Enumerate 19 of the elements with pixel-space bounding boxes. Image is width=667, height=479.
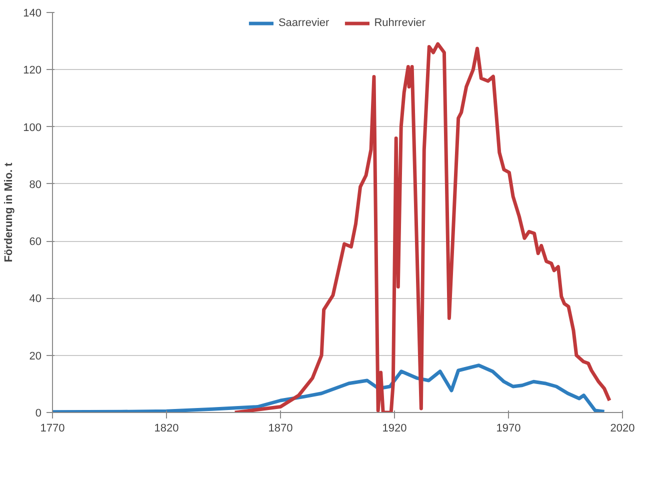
y-tick-label: 80 bbox=[29, 178, 42, 191]
x-tick-label: 1770 bbox=[40, 422, 65, 434]
legend-label: Saarrevier bbox=[278, 17, 330, 29]
y-axis-title: Förderung in Mio. t bbox=[3, 162, 16, 262]
y-tick-label: 120 bbox=[23, 64, 42, 77]
y-tick-label: 20 bbox=[29, 350, 42, 362]
y-tick-label: 40 bbox=[29, 293, 42, 306]
x-tick-label: 1870 bbox=[268, 422, 293, 434]
x-tick-label: 1820 bbox=[154, 422, 179, 434]
y-tick-label: 0 bbox=[35, 408, 42, 420]
y-tick-label: 60 bbox=[29, 236, 42, 248]
legend-label: Ruhrrevier bbox=[374, 17, 426, 29]
y-tick-label: 140 bbox=[23, 8, 42, 20]
y-tick-label: 100 bbox=[23, 122, 42, 134]
x-tick-label: 2020 bbox=[610, 422, 635, 434]
x-tick-label: 1970 bbox=[496, 422, 521, 434]
line-series bbox=[233, 42, 612, 412]
line-series bbox=[52, 364, 606, 412]
x-tick-label: 1920 bbox=[382, 422, 407, 434]
